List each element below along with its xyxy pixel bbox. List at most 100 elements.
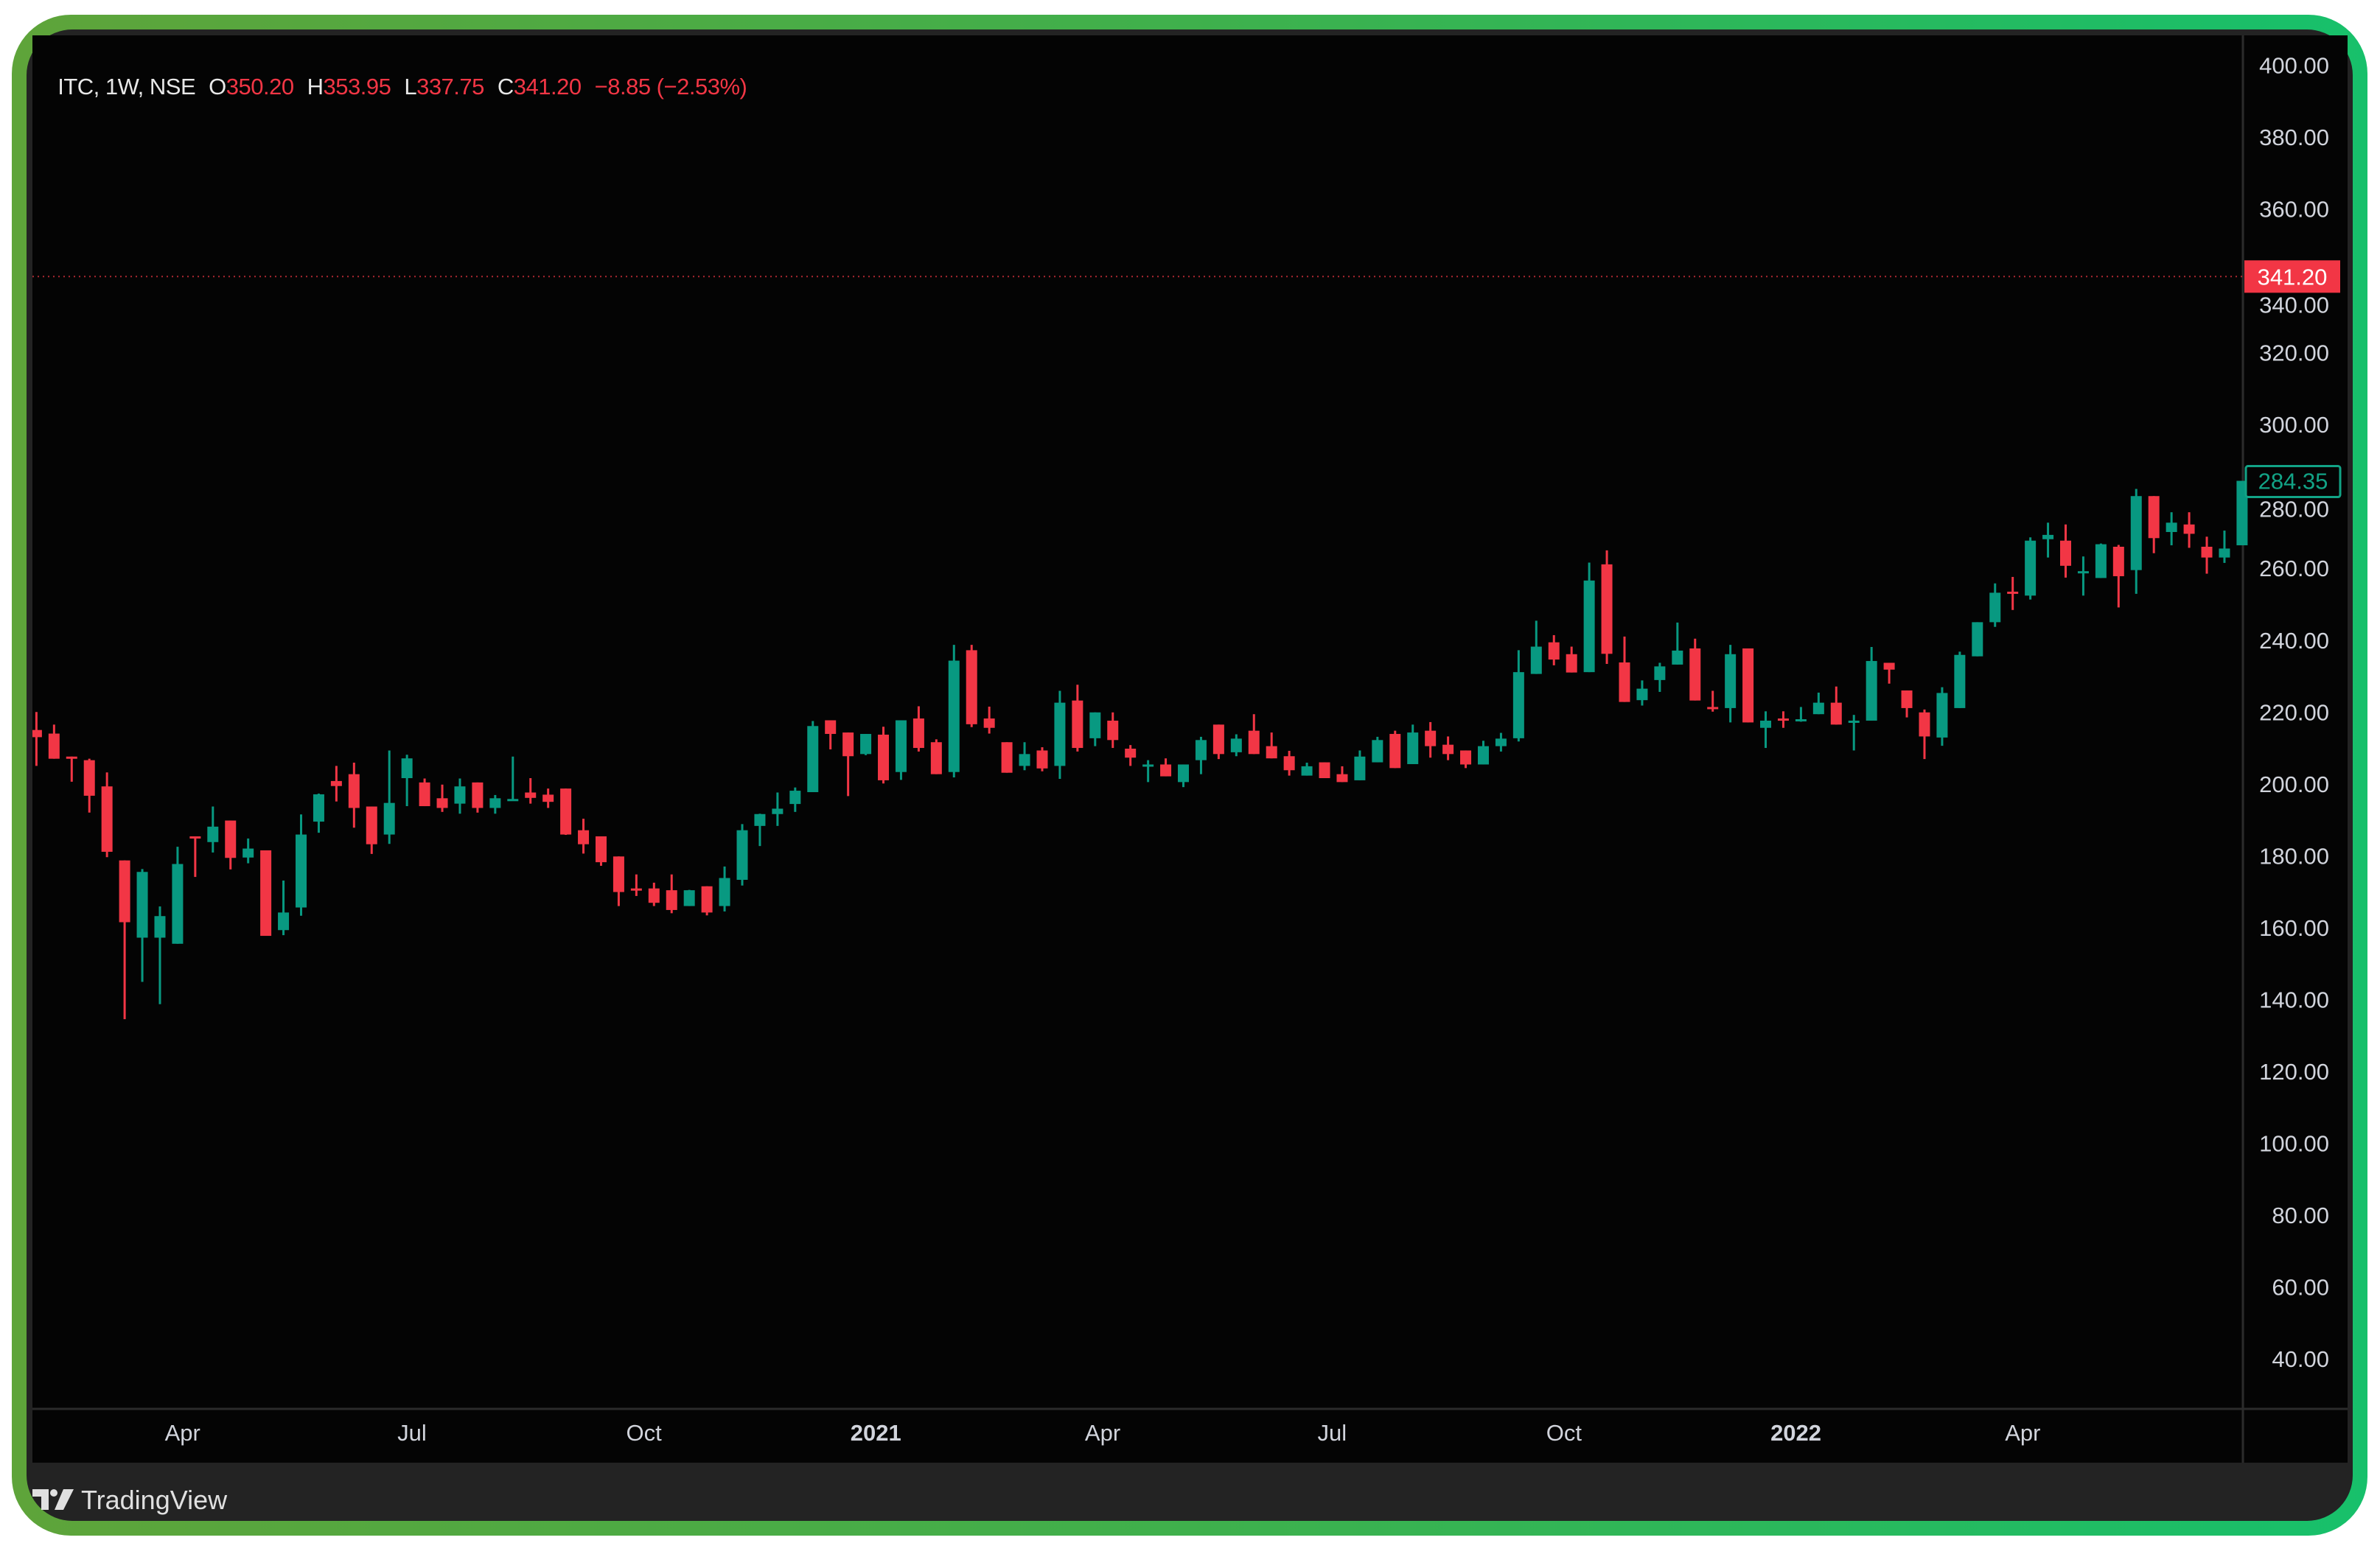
candle-down [436,798,448,808]
candle-up [207,826,219,842]
candle-up [2166,522,2177,532]
candle-up [754,814,766,826]
x-tick-label: 2022 [1770,1420,1821,1446]
last-price-badge [2244,260,2340,293]
candle-down [1919,712,1930,737]
candle-down [48,733,60,759]
bar-price-badge [2244,465,2342,499]
candle-down [613,856,624,892]
candle-down [419,782,430,807]
candle-down [525,792,537,798]
candle-down [983,718,995,728]
candle-up [719,878,730,906]
high-value: 353.95 [323,74,391,99]
y-tick-label: 360.00 [2259,197,2329,223]
candle-up [683,890,695,906]
y-tick-label: 120.00 [2259,1059,2329,1085]
tradingview-branding[interactable]: TradingView [32,1480,227,1521]
candle-down [1548,642,1560,660]
candle-up [1972,622,1983,657]
y-tick-label: 380.00 [2259,125,2329,150]
candle-up [789,791,801,805]
x-tick-label: Jul [397,1420,427,1446]
y-tick-label: 100.00 [2259,1130,2329,1156]
candle-down [83,760,95,796]
chart-panel[interactable]: 400.00 380.00 360.00 340.00 320.00 300.00 280.… [32,35,2348,1463]
candle-up [278,912,290,931]
open-value: 350.20 [226,74,294,99]
candle-up [1477,746,1489,765]
tradingview-brand-text: TradingView [81,1485,228,1515]
candle-down [66,756,77,759]
candle-up [1636,688,1648,701]
candle-up [1019,754,1030,766]
candle-down [1212,724,1224,755]
candle-down [1742,648,1754,723]
candle-down [1036,750,1048,769]
candle-down [1107,720,1119,741]
candle-down [366,806,377,844]
candle-up [1142,764,1154,767]
candle-up [1672,650,1683,665]
candle-down [1689,648,1701,701]
low-label: L [404,74,417,99]
candle-down [1619,662,1630,702]
candle-up [948,660,960,772]
candle-up [401,758,413,778]
candle-down [1830,702,1842,725]
candle-down [1319,762,1330,778]
open-label: O [209,74,226,99]
candle-down [1442,744,1454,755]
candle-up [507,799,519,802]
candle-down [119,860,130,923]
candle-down [101,786,113,852]
candle-up [454,786,466,804]
y-tick-label: 220.00 [2259,699,2329,725]
y-tick-label: 200.00 [2259,772,2329,797]
x-tick-label: Apr [2005,1420,2040,1446]
candle-up [895,720,907,772]
candle-down [2007,591,2019,594]
candle-up [1495,738,1507,746]
symbol-legend: ITC, 1W, NSE O350.20 H353.95 L337.75 C341.20… [46,47,747,100]
candle-down [1283,756,1295,771]
symbol-info[interactable]: ITC, 1W, NSE [57,74,196,99]
candle-down [560,788,572,835]
candle-down [1160,764,1172,777]
candle-up [1936,693,1948,738]
candle-down [1425,730,1437,746]
candle-up [1725,654,1737,708]
candle-down [472,782,484,808]
candle-up [2042,534,2054,539]
candle-up [1407,732,1419,764]
candle-up [383,802,395,835]
candle-down [2201,546,2213,558]
close-label: C [497,74,514,99]
y-tick-label: 160.00 [2259,915,2329,941]
candle-up [1089,712,1101,738]
y-tick-label: 40.00 [2272,1346,2329,1372]
candle-up [2236,480,2248,546]
candle-down [32,729,42,738]
high-label: H [307,74,324,99]
y-tick-label: 340.00 [2259,292,2329,318]
candle-down [2148,496,2160,539]
y-tick-label: 80.00 [2272,1203,2329,1228]
candle-down [1707,707,1719,710]
candle-up [1530,646,1542,674]
x-tick-label: 2021 [851,1420,901,1446]
candle-down [1125,749,1137,758]
change-value: −8.85 (−2.53%) [594,74,747,99]
candle-down [1248,730,1260,755]
candle-down [878,734,890,780]
candle-up [242,848,254,858]
candle-down [1266,746,1277,759]
candle-down [542,794,554,802]
candle-up [489,798,501,808]
candlestick-chart[interactable]: 400.00 380.00 360.00 340.00 320.00 300.00 280.… [32,35,2348,1463]
candle-down [930,742,942,774]
bar-price-label: 284.35 [2258,469,2328,494]
y-tick-label: 240.00 [2259,628,2329,654]
candle-up [154,916,166,938]
x-tick-label: Jul [1317,1420,1347,1446]
